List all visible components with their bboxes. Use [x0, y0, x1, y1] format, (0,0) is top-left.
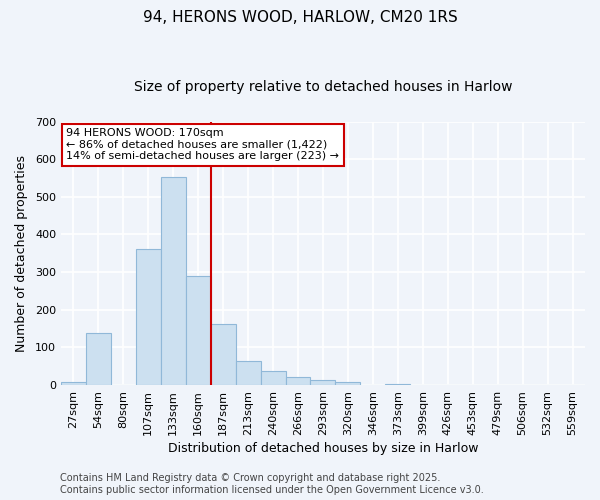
- Text: 94 HERONS WOOD: 170sqm
← 86% of detached houses are smaller (1,422)
14% of semi-: 94 HERONS WOOD: 170sqm ← 86% of detached…: [66, 128, 339, 162]
- Bar: [186, 276, 211, 385]
- Bar: [335, 382, 361, 385]
- Bar: [385, 384, 410, 385]
- Bar: [61, 382, 86, 385]
- Y-axis label: Number of detached properties: Number of detached properties: [15, 155, 28, 352]
- X-axis label: Distribution of detached houses by size in Harlow: Distribution of detached houses by size …: [168, 442, 478, 455]
- Bar: [211, 324, 236, 385]
- Bar: [161, 176, 186, 385]
- Text: Contains HM Land Registry data © Crown copyright and database right 2025.
Contai: Contains HM Land Registry data © Crown c…: [60, 474, 484, 495]
- Bar: [260, 371, 286, 385]
- Title: Size of property relative to detached houses in Harlow: Size of property relative to detached ho…: [134, 80, 512, 94]
- Bar: [136, 249, 161, 385]
- Bar: [310, 380, 335, 385]
- Bar: [86, 333, 111, 385]
- Bar: [236, 360, 260, 385]
- Bar: [286, 377, 310, 385]
- Text: 94, HERONS WOOD, HARLOW, CM20 1RS: 94, HERONS WOOD, HARLOW, CM20 1RS: [143, 10, 457, 25]
